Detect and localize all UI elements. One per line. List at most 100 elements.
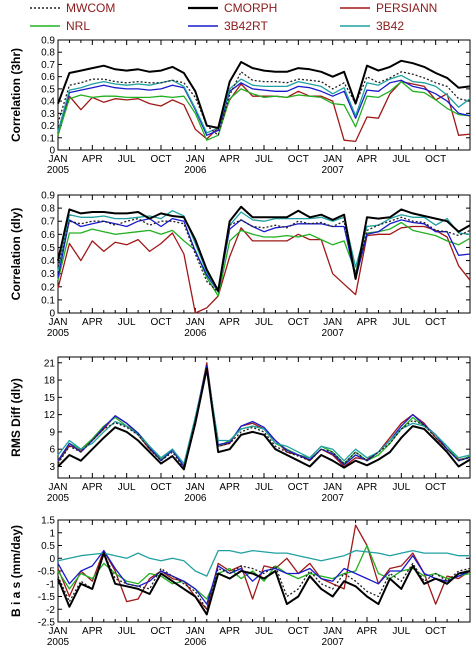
y-axis-label: RMS Diff (dly) — [9, 378, 23, 457]
x-tick-label: JAN — [323, 317, 342, 328]
x-tick-label: APR — [357, 317, 378, 328]
x-year-label: 2006 — [184, 637, 207, 648]
x-year-label: 2007 — [322, 165, 345, 176]
x-tick-label: OCT — [150, 626, 171, 637]
series-line-3b42 — [57, 549, 470, 577]
x-tick-label: JUL — [118, 626, 136, 637]
x-year-label: 2006 — [184, 328, 207, 339]
x-tick-label: OCT — [288, 317, 309, 328]
x-tick-label: OCT — [425, 626, 446, 637]
x-tick-label: JUL — [392, 154, 410, 165]
y-tick-label: 0.9 — [41, 191, 55, 202]
legend: MWCOM CMORPH PERSIANN NRL 3B42RT 3B42 — [30, 1, 437, 33]
x-tick-label: OCT — [150, 482, 171, 493]
x-tick-label: JUL — [118, 317, 136, 328]
x-tick-label: APR — [82, 626, 103, 637]
x-tick-label: JUL — [255, 482, 273, 493]
x-tick-label: OCT — [425, 482, 446, 493]
y-tick-label: 0.6 — [41, 72, 55, 83]
series-line-3b42rt — [57, 364, 471, 468]
x-tick-label: JAN — [186, 482, 205, 493]
y-tick-label: 0.2 — [41, 282, 55, 293]
y-tick-label: 0.6 — [41, 230, 55, 241]
plot-frame — [57, 39, 471, 151]
x-tick-label: JAN — [49, 317, 68, 328]
y-tick-label: -0.5 — [38, 567, 56, 578]
x-tick-label: APR — [357, 482, 378, 493]
x-tick-label: JAN — [323, 154, 342, 165]
series-line-persiann — [57, 362, 471, 468]
series-line-cmorph — [57, 367, 471, 471]
y-tick-label: 0.3 — [41, 269, 55, 280]
x-tick-label: APR — [82, 317, 103, 328]
y-tick-label: 0 — [49, 309, 55, 320]
series-line-mwcom — [57, 216, 471, 293]
series-line-cmorph — [57, 59, 471, 129]
x-tick-label: JUL — [392, 482, 410, 493]
series-line-3b42 — [57, 210, 471, 293]
x-tick-label: APR — [219, 154, 240, 165]
x-tick-label: JAN — [49, 154, 68, 165]
panel-rms-diff-daily: 3 6 9 12 15 18 21 JAN APR JUL OCT JAN APR JUL OCT JAN AP… — [9, 356, 471, 504]
x-year-label: 2006 — [184, 493, 207, 504]
x-tick-label: APR — [219, 482, 240, 493]
x-tick-label: APR — [357, 626, 378, 637]
x-tick-label: OCT — [150, 154, 171, 165]
y-axis-label: Correlation (3hr) — [9, 48, 23, 142]
x-tick-label: JAN — [323, 482, 342, 493]
series-line-nrl — [57, 544, 471, 600]
y-tick-label: 0.9 — [41, 36, 55, 47]
x-tick-label: OCT — [288, 482, 309, 493]
y-tick-label: 0.5 — [41, 84, 55, 95]
series-line-cmorph — [57, 552, 471, 616]
series-line-cmorph — [57, 205, 471, 292]
y-tick-label: 3 — [49, 462, 55, 473]
x-tick-label: JUL — [118, 482, 136, 493]
y-tick-label: 6 — [49, 445, 55, 456]
x-tick-label: APR — [357, 154, 378, 165]
series-line-nrl — [57, 221, 471, 297]
y-tick-label: 0.1 — [41, 133, 55, 144]
x-year-label: 2005 — [47, 637, 70, 648]
y-tick-label: 1 — [49, 528, 55, 539]
y-tick-label: -1.5 — [38, 592, 56, 603]
legend-label-cmorph: CMORPH — [224, 1, 277, 15]
series-line-3b42rt — [57, 549, 471, 605]
series-line-persiann — [57, 524, 471, 610]
x-tick-label: OCT — [288, 626, 309, 637]
series-line-mwcom — [57, 71, 471, 136]
x-year-label: 2005 — [47, 328, 70, 339]
x-year-label: 2007 — [322, 637, 345, 648]
x-tick-label: JUL — [392, 626, 410, 637]
y-tick-label: 18 — [44, 376, 56, 387]
x-year-label: 2007 — [322, 493, 345, 504]
legend-entry-nrl: NRL — [30, 19, 90, 33]
y-tick-label: 0.7 — [41, 217, 55, 228]
x-year-label: 2006 — [184, 165, 207, 176]
y-tick-label: 0.2 — [41, 121, 55, 132]
y-tick-label: 0.4 — [41, 256, 55, 267]
x-tick-label: JAN — [186, 317, 205, 328]
series-line-mwcom — [57, 552, 471, 610]
y-axis-label: Correlation (dly) — [9, 208, 23, 301]
y-tick-label: 12 — [44, 410, 56, 421]
legend-entry-3b42: 3B42 — [340, 19, 404, 33]
series-line-3b42 — [57, 74, 471, 134]
y-tick-label: 21 — [44, 358, 56, 369]
x-tick-label: JUL — [255, 317, 273, 328]
legend-label-mwcom: MWCOM — [66, 1, 115, 15]
y-tick-label: 0.8 — [41, 48, 55, 59]
series-line-mwcom — [57, 367, 471, 469]
x-tick-label: APR — [219, 317, 240, 328]
panel-bias: -2.5 -2 -1.5 -1-0.5 0 0.5 11.5 JAN APR JUL OCT JAN A… — [9, 516, 471, 648]
legend-label-nrl: NRL — [66, 19, 90, 33]
legend-entry-persiann: PERSIANN — [340, 1, 437, 15]
x-tick-label: JAN — [49, 482, 68, 493]
x-tick-label: JAN — [49, 626, 68, 637]
x-year-label: 2007 — [322, 328, 345, 339]
x-tick-label: APR — [82, 482, 103, 493]
y-tick-label: 9 — [49, 427, 55, 438]
x-tick-label: APR — [82, 154, 103, 165]
series-line-3b42 — [57, 367, 471, 465]
y-tick-label: 0 — [49, 554, 55, 565]
